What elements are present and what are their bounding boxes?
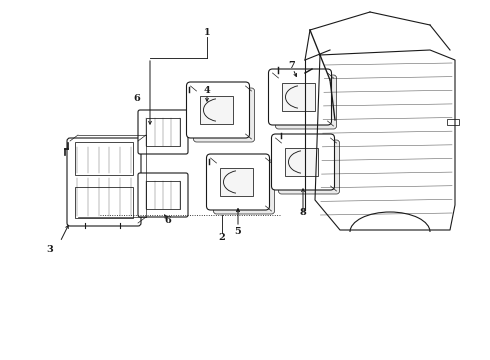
Bar <box>285 148 318 176</box>
Bar <box>281 82 315 111</box>
FancyBboxPatch shape <box>187 82 249 138</box>
Text: 6: 6 <box>134 94 140 103</box>
Text: 3: 3 <box>47 246 53 255</box>
FancyBboxPatch shape <box>138 110 188 154</box>
FancyBboxPatch shape <box>206 154 270 210</box>
Text: 1: 1 <box>204 27 210 36</box>
FancyBboxPatch shape <box>271 134 335 190</box>
FancyBboxPatch shape <box>194 88 254 142</box>
Text: 6: 6 <box>165 216 172 225</box>
Bar <box>220 168 252 197</box>
Bar <box>75 142 133 175</box>
Text: 2: 2 <box>219 234 225 243</box>
FancyBboxPatch shape <box>275 75 337 129</box>
Text: 8: 8 <box>299 207 306 216</box>
Text: 7: 7 <box>289 60 295 69</box>
Text: 5: 5 <box>235 228 242 237</box>
FancyBboxPatch shape <box>214 160 274 214</box>
Bar <box>70 141 138 223</box>
FancyBboxPatch shape <box>138 173 188 217</box>
FancyBboxPatch shape <box>67 138 141 226</box>
Bar <box>147 181 179 210</box>
FancyBboxPatch shape <box>269 69 332 125</box>
FancyBboxPatch shape <box>278 140 340 194</box>
Bar <box>199 96 232 125</box>
Bar <box>75 187 133 218</box>
Text: 4: 4 <box>204 86 210 95</box>
Bar <box>147 118 179 147</box>
Bar <box>447 119 459 125</box>
